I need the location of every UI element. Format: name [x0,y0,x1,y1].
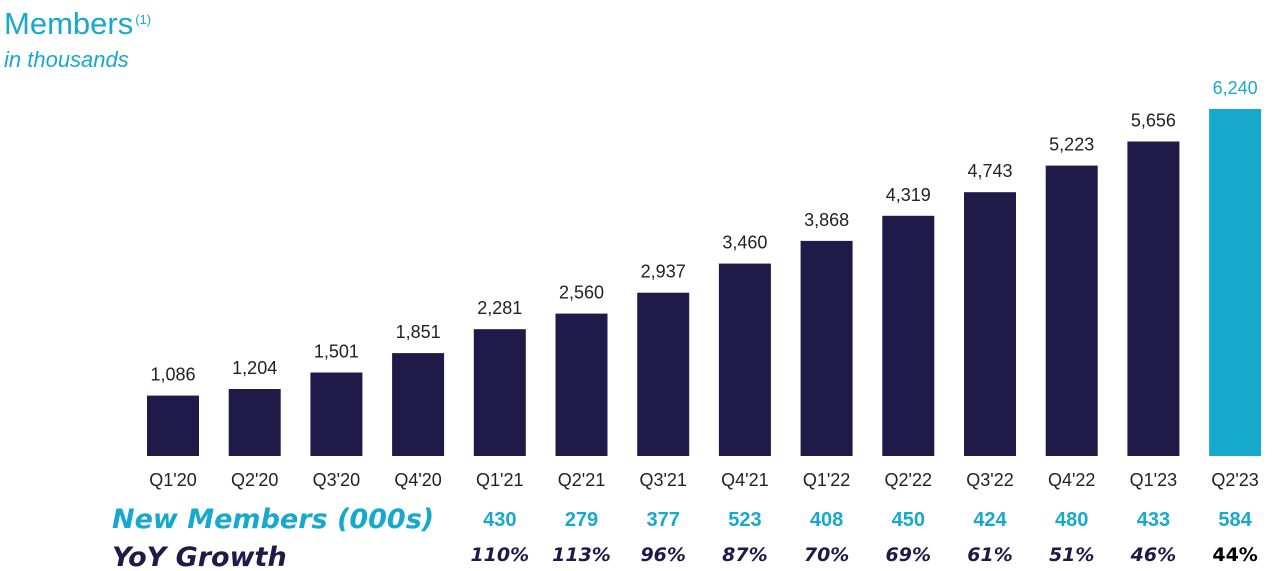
new-members-value-Q2'23: 584 [1218,509,1252,531]
value-label-Q2'21: 2,560 [559,283,604,303]
yoy-growth-value-Q1'23: 46% [1130,544,1176,566]
yoy-growth-value-Q4'22: 51% [1049,544,1094,566]
new-members-value-Q2'22: 450 [892,509,925,531]
x-tick-label-Q4'21: Q4'21 [721,470,768,490]
bar-Q3'20 [310,372,363,456]
bar-Q2'20 [228,389,281,456]
value-labels-group: 1,086 1,204 1,501 1,851 2,281 2,560 2,937 3,460… [150,78,1257,385]
new-members-value-Q4'22: 480 [1055,509,1088,531]
value-label-Q1'22: 3,868 [804,210,849,230]
bar-Q4'22 [1045,165,1098,456]
chart-title: Members (1) [4,4,151,44]
new-members-value-Q2'21: 279 [565,509,598,531]
x-tick-label-Q3'20: Q3'20 [313,470,360,490]
value-label-Q1'20: 1,086 [150,365,195,385]
bar-Q1'22 [800,240,853,456]
bar-Q3'22 [964,192,1016,456]
x-tick-label-Q4'20: Q4'20 [394,470,441,490]
bar-Q2'23 [1209,109,1262,456]
yoy-growth-value-Q1'22: 70% [804,544,849,566]
x-tick-label-Q2'21: Q2'21 [558,470,605,490]
value-label-Q3'20: 1,501 [314,342,359,362]
x-tick-label-Q1'21: Q1'21 [476,470,523,490]
yoy-growth-value-Q2'21: 113% [552,544,611,566]
chart-subtitle: in thousands [4,47,129,72]
value-label-Q4'21: 3,460 [722,233,767,253]
new-members-value-Q3'22: 424 [973,509,1007,531]
value-label-Q3'22: 4,743 [967,161,1012,181]
value-label-Q4'20: 1,851 [396,322,441,342]
value-label-Q1'21: 2,281 [477,298,522,318]
new-members-value-Q1'21: 430 [483,509,516,531]
value-label-Q2'22: 4,319 [886,185,931,205]
bar-Q2'21 [555,313,608,456]
title-footnote-marker: (1) [135,12,152,27]
yoy-growth-value-Q2'23: 44% [1212,544,1257,566]
new-members-value-Q4'21: 523 [728,509,761,531]
x-tick-label-Q3'22: Q3'22 [966,470,1013,490]
x-tick-label-Q1'23: Q1'23 [1130,470,1177,490]
value-label-Q2'20: 1,204 [232,358,277,378]
bar-Q1'20 [147,395,199,456]
new-members-value-Q1'23: 433 [1137,509,1170,531]
new-members-row-label: New Members (000s) [112,504,434,535]
x-tick-label-Q2'23: Q2'23 [1211,470,1258,490]
x-tick-label-Q1'22: Q1'22 [803,470,850,490]
yoy-growth-value-Q3'22: 61% [967,544,1012,566]
value-label-Q1'23: 5,656 [1131,111,1176,131]
yoy-growth-value-Q4'21: 87% [722,544,767,566]
x-tick-label-Q4'22: Q4'22 [1048,470,1095,490]
value-label-Q3'21: 2,937 [641,262,686,282]
yoy-growth-value-Q2'22: 69% [886,544,931,566]
bar-Q1'23 [1127,141,1180,456]
yoy-growth-row-label: YoY Growth [112,542,287,571]
new-members-value-Q3'21: 377 [647,509,680,531]
value-label-Q2'23: 6,240 [1213,78,1258,98]
x-tick-label-Q2'20: Q2'20 [231,470,278,490]
x-tick-labels-group: Q1'20 Q2'20 Q3'20 Q4'20 Q1'21 Q2'21 Q3'21 Q4'21… [149,470,1259,490]
new-members-value-Q1'22: 408 [810,509,843,531]
title-text: Members [4,6,134,41]
yoy-growth-value-Q3'21: 96% [640,544,685,566]
yoy-growth-value-Q1'21: 110% [470,544,529,566]
bar-Q4'20 [392,353,445,456]
yoy-growth-values-group: 110% 113% 96% 87% 70% 69% 61% 51% 46% 44% [470,544,1257,566]
new-members-values-group: 430 279 377 523 408 450 424 480 433 584 [483,509,1253,531]
bar-Q4'21 [718,263,771,456]
x-tick-label-Q3'21: Q3'21 [639,470,686,490]
bar-Q1'21 [473,329,526,456]
bar-Q2'22 [882,215,935,456]
x-tick-label-Q1'20: Q1'20 [149,470,196,490]
bars-group [147,109,1262,456]
bar-Q3'21 [637,292,690,456]
x-tick-label-Q2'22: Q2'22 [885,470,932,490]
value-label-Q4'22: 5,223 [1049,135,1094,155]
